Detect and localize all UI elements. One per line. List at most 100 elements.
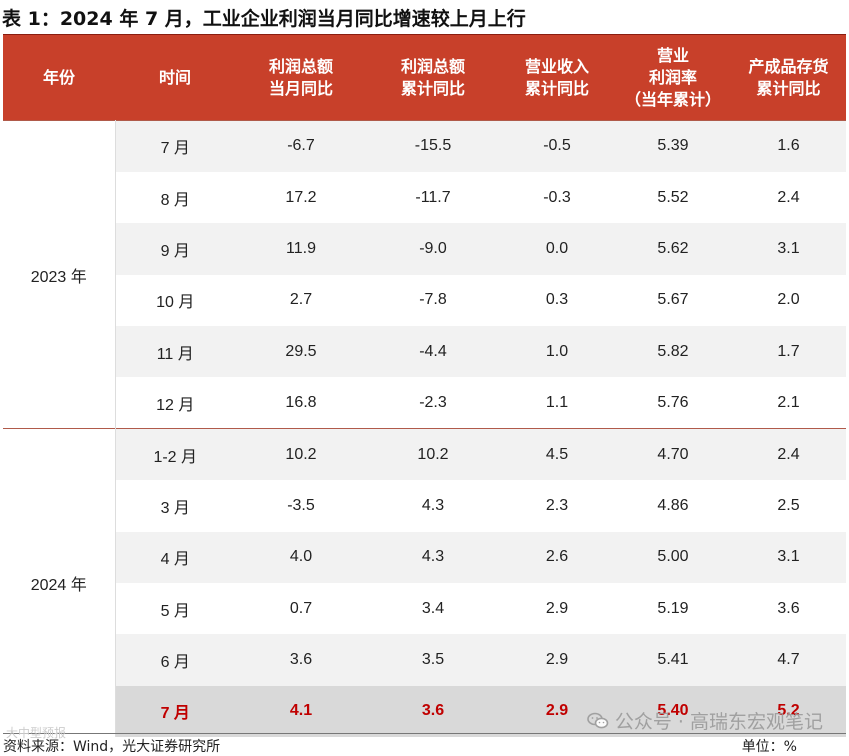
value-cell: 1.7	[731, 326, 846, 378]
value-cell: 2.3	[545, 496, 569, 514]
value-cell: 4.5	[499, 428, 615, 481]
value-cell: 5.82	[615, 326, 731, 378]
table-row: 10 月 2.7 -7.8 0.3 5.67 2.0	[3, 275, 846, 326]
period-cell: 4 月	[115, 531, 235, 584]
value-cell: -11.7	[415, 188, 451, 206]
period-cell: 10 月	[156, 294, 195, 312]
table-row: 4 月 4.0 4.3 2.6 5.00 3.1	[3, 531, 846, 584]
value-cell: 2.0	[777, 291, 800, 309]
value-cell: 1.6	[731, 119, 846, 172]
value-cell: 3.6	[367, 685, 499, 738]
value-cell: -0.3	[543, 188, 571, 206]
header-line: （当年累计）	[624, 89, 721, 109]
unit-note: 单位：%	[741, 739, 797, 755]
value-cell: 5.19	[657, 599, 689, 617]
value-cell: 4.70	[615, 428, 731, 481]
header-line: 营业收入	[524, 56, 589, 76]
value-cell: 2.5	[777, 496, 800, 514]
value-cell: 0.3	[545, 291, 569, 309]
value-cell: 5.00	[615, 531, 731, 584]
table-row: 2024 年 1-2 月 10.2 10.2 4.5 4.70 2.4	[3, 428, 846, 738]
header-line: 利润总额	[268, 56, 333, 76]
period-cell: 5 月	[160, 602, 190, 620]
table-row: 5 月 0.7 3.4 2.9 5.19 3.6	[3, 583, 846, 634]
watermark: 公众号 · 高瑞东宏观笔记	[587, 707, 823, 734]
value-cell: 3.1	[731, 223, 846, 275]
table-row: 6 月 3.6 3.5 2.9 5.41 4.7	[3, 634, 846, 686]
value-cell: -3.5	[287, 496, 315, 514]
value-cell: -6.7	[235, 119, 367, 172]
header-line: 年份	[42, 67, 75, 87]
value-cell: -4.4	[367, 326, 499, 378]
header-line: 产成品存货	[748, 56, 829, 76]
header-line: 当月同比	[268, 78, 333, 98]
table-row: 8 月 17.2 -11.7 -0.3 5.52 2.4	[3, 172, 846, 223]
value-cell: 2.1	[777, 393, 800, 411]
value-cell: 4.3	[367, 531, 499, 584]
header-period: 时间	[115, 34, 235, 121]
value-cell: 4.3	[421, 496, 445, 514]
header-profit-monthly-yoy: 利润总额 当月同比	[235, 34, 367, 121]
header-year: 年份	[3, 34, 115, 121]
period-cell: 7 月	[115, 119, 235, 172]
watermark-text: 公众号 · 高瑞东宏观笔记	[614, 711, 823, 733]
header-inventory-cumulative-yoy: 产成品存货 累计同比	[731, 34, 846, 121]
table-row: 11 月 29.5 -4.4 1.0 5.82 1.7	[3, 326, 846, 378]
table-row: 3 月 -3.5 4.3 2.3 4.86 2.5	[3, 480, 846, 531]
value-cell: 5.40	[615, 685, 731, 738]
value-cell: 2.7	[289, 291, 313, 309]
value-cell: 2.9	[545, 599, 569, 617]
table-row: 7 月 4.1 3.6 2.9 5.40 5.2	[3, 685, 846, 738]
value-cell: 4.1	[235, 685, 367, 738]
table-bottom-rule	[3, 733, 846, 734]
value-cell: -2.3	[419, 393, 447, 411]
watermark-left: 大中型预报	[6, 726, 67, 740]
header-line: 累计同比	[400, 78, 465, 98]
header-line: 利润总额	[400, 56, 465, 76]
value-cell: 10.2	[235, 428, 367, 481]
table-header: 年份 时间 利润总额 当月同比 利润总额 累计同比 营业收入 累计同比 营业 利润率 （当年累计）产…	[3, 34, 846, 121]
wechat-icon	[587, 712, 609, 728]
year-cell: 2024 年	[3, 428, 116, 738]
value-cell: 2.4	[777, 188, 800, 206]
year-group-2024: 2024 年 1-2 月 10.2 10.2 4.5 4.70 2.4 3 月 -3.5 4.3 2…	[3, 428, 846, 738]
value-cell: 0.0	[499, 223, 615, 275]
value-cell: 0.7	[289, 599, 313, 617]
value-cell: 5.76	[657, 393, 689, 411]
value-cell: 10.2	[367, 428, 499, 481]
year-cell: 2023 年	[3, 119, 116, 429]
value-cell: 2.4	[731, 428, 846, 481]
value-cell: 3.5	[367, 634, 499, 686]
period-cell: 3 月	[160, 499, 190, 517]
value-cell: 3.4	[421, 599, 445, 617]
value-cell: -0.5	[499, 119, 615, 172]
value-cell: -15.5	[367, 119, 499, 172]
value-cell: 16.8	[285, 393, 317, 411]
value-cell: 1.1	[545, 393, 569, 411]
value-cell: 2.9	[499, 685, 615, 738]
value-cell: 3.1	[731, 531, 846, 584]
value-cell: 4.0	[235, 531, 367, 584]
value-cell: 5.41	[615, 634, 731, 686]
value-cell: 3.6	[235, 634, 367, 686]
value-cell: -7.8	[419, 291, 447, 309]
value-cell: 17.2	[285, 188, 317, 206]
value-cell: 4.86	[657, 496, 689, 514]
header-line: 累计同比	[524, 78, 589, 98]
period-cell: 8 月	[160, 191, 190, 209]
value-cell: 5.62	[615, 223, 731, 275]
table-row: 9 月 11.9 -9.0 0.0 5.62 3.1	[3, 223, 846, 275]
value-cell: 1.0	[499, 326, 615, 378]
value-cell: 5.39	[615, 119, 731, 172]
period-cell: 1-2 月	[115, 428, 235, 481]
value-cell: 11.9	[235, 223, 367, 275]
period-cell: 6 月	[115, 634, 235, 686]
value-cell: 29.5	[235, 326, 367, 378]
table-row: 12 月 16.8 -2.3 1.1 5.76 2.1	[3, 377, 846, 428]
header-line: 时间	[158, 67, 191, 87]
value-cell: 4.7	[731, 634, 846, 686]
header-profit-cumulative-yoy: 利润总额 累计同比	[367, 34, 499, 121]
period-cell: 9 月	[115, 223, 235, 275]
